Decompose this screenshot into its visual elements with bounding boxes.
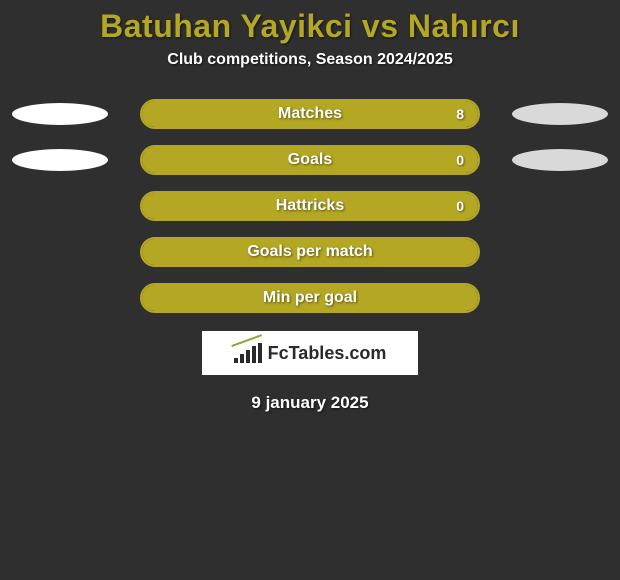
stat-bar-fill-right	[142, 285, 478, 311]
source-logo: FcTables.com	[202, 331, 418, 375]
logo-chart-icon	[234, 343, 262, 363]
logo-bar	[240, 354, 244, 363]
stat-bar: Min per goal	[140, 283, 480, 313]
page-title: Batuhan Yayikci vs Nahırcı	[0, 0, 620, 45]
player-right-marker	[512, 103, 608, 125]
logo-bar	[246, 350, 250, 363]
stat-bar: 0Goals	[140, 145, 480, 175]
stat-bar: 0Hattricks	[140, 191, 480, 221]
stat-bar-fill-right	[142, 239, 478, 265]
stat-value-right: 8	[456, 101, 464, 127]
stat-bar-fill-right	[142, 193, 478, 219]
stat-row: 8Matches	[0, 99, 620, 129]
stat-row: Min per goal	[0, 283, 620, 313]
date-label: 9 january 2025	[0, 393, 620, 413]
player-left-marker	[12, 103, 108, 125]
stat-row: Goals per match	[0, 237, 620, 267]
player-left-marker	[12, 149, 108, 171]
stat-bar-fill-right	[142, 147, 478, 173]
stat-value-right: 0	[456, 193, 464, 219]
stat-bar-fill-right	[142, 101, 478, 127]
stat-value-right: 0	[456, 147, 464, 173]
stat-row: 0Goals	[0, 145, 620, 175]
logo-bar	[258, 343, 262, 363]
comparison-infographic: Batuhan Yayikci vs Nahırcı Club competit…	[0, 0, 620, 580]
stat-bar: 8Matches	[140, 99, 480, 129]
player-right-marker	[512, 149, 608, 171]
stat-bar: Goals per match	[140, 237, 480, 267]
stat-row: 0Hattricks	[0, 191, 620, 221]
logo-bar	[234, 358, 238, 363]
logo-bar	[252, 346, 256, 363]
logo-text: FcTables.com	[268, 343, 387, 364]
stats-container: 8Matches 0Goals 0Hattricks Goals per match M…	[0, 99, 620, 313]
subtitle: Club competitions, Season 2024/2025	[0, 51, 620, 69]
